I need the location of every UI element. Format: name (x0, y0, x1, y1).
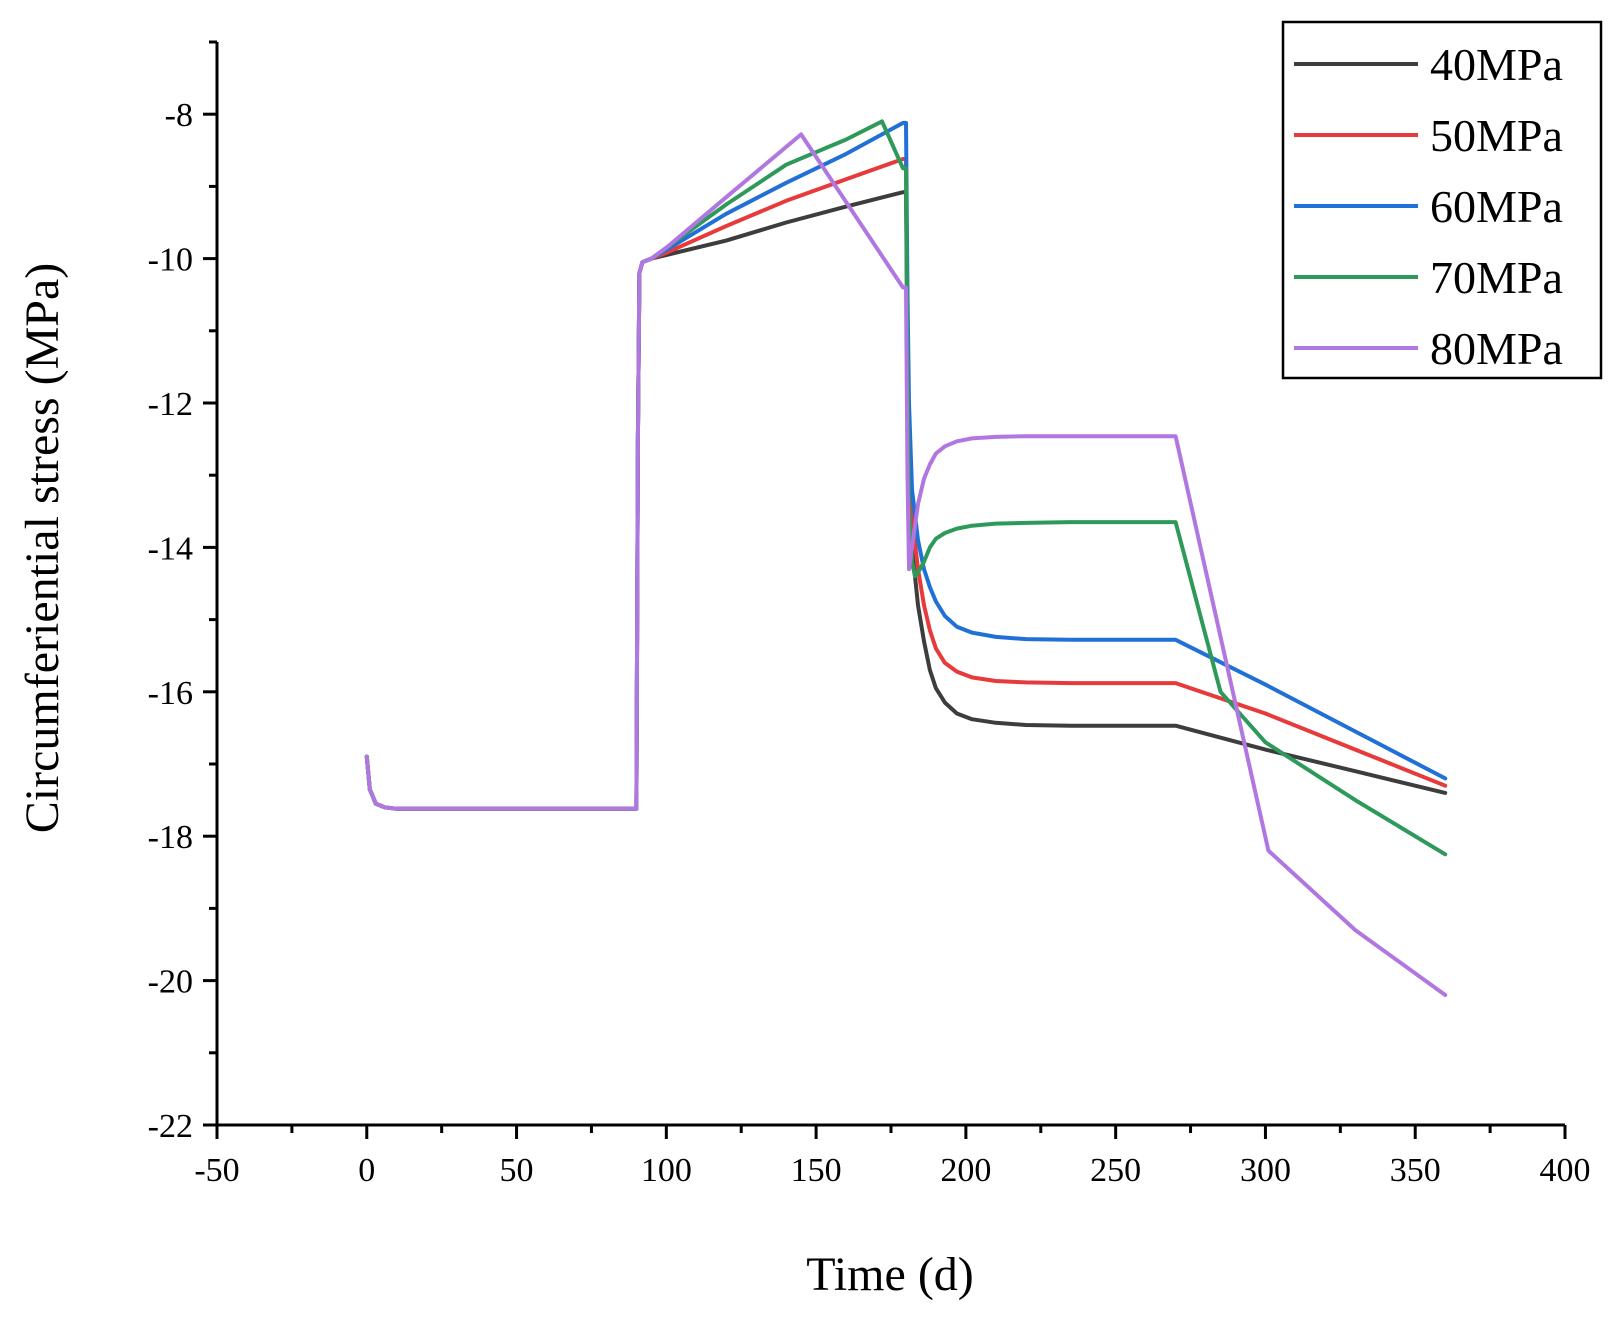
legend-box (1281, 20, 1603, 380)
legend-label: 40MPa (1430, 39, 1563, 90)
x-tick-label: 100 (641, 1152, 692, 1189)
x-tick-label: 250 (1090, 1152, 1141, 1189)
x-tick-label: 350 (1390, 1152, 1441, 1189)
legend-label: 60MPa (1430, 181, 1563, 232)
x-tick-label: 150 (791, 1152, 842, 1189)
y-tick-label: -22 (148, 1108, 193, 1145)
legend-label: 80MPa (1430, 323, 1563, 374)
x-axis-title: Time (d) (806, 1248, 974, 1301)
y-axis-title: Circumferiential stress (MPa) (16, 263, 69, 834)
ticks: -50 0 50 100 150 200 250 300 350 400 -22 -20 -18 -16 -… (148, 40, 1591, 1189)
y-tick-label: -8 (165, 97, 193, 134)
y-tick-label: -16 (148, 675, 193, 712)
x-tick-label: 200 (940, 1152, 991, 1189)
y-tick-label: -18 (148, 819, 193, 856)
series-line-80MPa (364, 132, 1448, 997)
legend: 40MPa 50MPa 60MPa 70MPa 80MPa (1281, 20, 1603, 380)
legend-label: 50MPa (1430, 110, 1563, 161)
y-tick-label: -20 (148, 964, 193, 1001)
x-tick-label: -50 (194, 1152, 239, 1189)
y-tick-label: -12 (148, 386, 193, 423)
y-tick-label: -10 (148, 242, 193, 279)
plot-lines (364, 119, 1448, 997)
y-tick-label: -14 (148, 530, 193, 567)
x-tick-label: 300 (1240, 1152, 1291, 1189)
x-tick-label: 50 (500, 1152, 534, 1189)
legend-label: 70MPa (1430, 252, 1563, 303)
x-tick-label: 0 (358, 1152, 375, 1189)
x-tick-label: 400 (1540, 1152, 1591, 1189)
